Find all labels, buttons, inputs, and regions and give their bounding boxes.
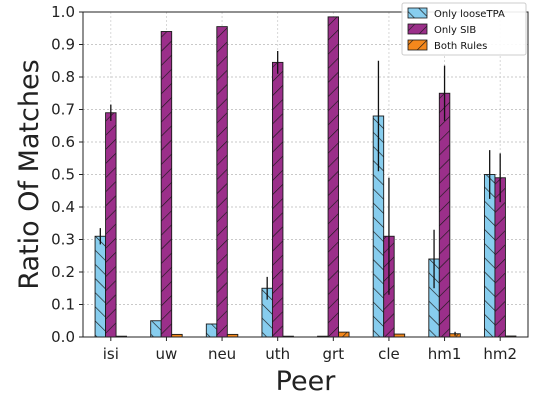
bar-hatch-only-loosetpa-uth [261,288,273,337]
y-tick-label: 0.1 [51,296,75,314]
tick-labels: 0.0 0.1 0.2 0.3 0.4 0.5 0.6 0.7 0.8 0.9 1.0 isi uw ne… [51,3,517,363]
x-tick-label-uw: uw [156,345,178,363]
grid-lines [83,11,528,338]
x-tick-label-neu: neu [208,345,236,363]
bar-hatch-only-loosetpa-isi [95,236,106,337]
y-tick-label: 0.9 [51,36,75,54]
x-tick-label-isi: isi [103,345,119,363]
bar-hatch-only-loosetpa-hm1 [428,259,440,337]
legend-swatch-hatch-only-loosetpa [408,8,427,18]
bar-hatch-only-sib-hm1 [439,93,450,337]
y-tick-label: 0.8 [51,68,75,86]
bar-hatch-only-sib-uw [161,31,172,337]
bars [94,16,517,338]
y-tick-label: 0.3 [51,231,75,249]
y-axis-title: Ratio Of Matches [14,59,45,289]
legend-box [401,2,527,56]
bar-hatch-only-sib-uth [272,62,283,337]
x-tick-label-uth: uth [265,345,290,363]
x-tick-label-hm2: hm2 [483,345,517,363]
bar-hatch-only-loosetpa-neu [206,324,217,337]
y-tick-label: 0.6 [51,133,75,151]
bar-hatch-only-sib-grt [328,16,339,337]
x-tick-label-hm1: hm1 [428,345,462,363]
bar-hatch-only-loosetpa-cle [373,116,384,337]
bar-hatch-only-sib-isi [105,112,117,337]
legend-swatch-hatch-both-rules [408,40,427,50]
x-axis-title: Peer [276,366,337,397]
legend: Only looseTPA Only SIB Both Rules [401,2,527,56]
error-bars [99,51,501,336]
plot-frame [82,11,529,338]
bar-hatch-both-rules-grt [338,332,350,337]
x-tick-label-grt: grt [323,345,345,363]
legend-label-only-loosetpa: Only looseTPA [434,9,505,20]
bar-hatch-only-sib-hm2 [494,177,506,337]
legend-swatch-hatch-only-sib [408,24,427,34]
y-tick-label: 0.5 [51,166,75,184]
y-tick-label: 0.4 [51,198,75,216]
bar-hatch-only-loosetpa-hm2 [484,174,495,337]
y-tick-label: 1.0 [51,3,75,21]
axes [79,11,529,341]
legend-label-only-sib: Only SIB [434,25,476,36]
bar-hatch-only-sib-neu [216,26,228,337]
y-tick-label: 0.7 [51,101,75,119]
x-tick-label-cle: cle [378,345,400,363]
y-tick-label: 0.2 [51,263,75,281]
legend-label-both-rules: Both Rules [434,41,487,52]
y-tick-label: 0.0 [51,328,75,346]
bar-hatch-only-loosetpa-uw [150,320,162,337]
